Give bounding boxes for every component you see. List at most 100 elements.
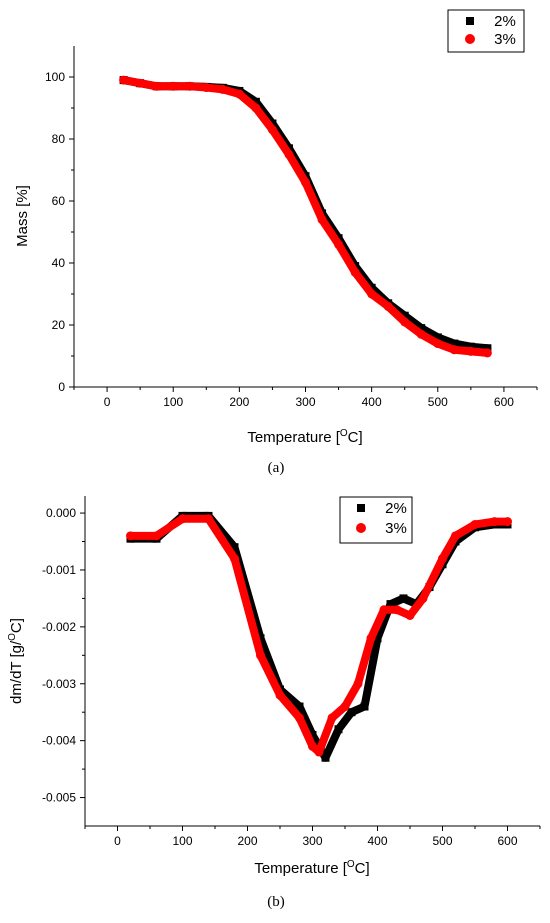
- y-tick-label: 0.000: [46, 506, 76, 520]
- data-point-2%: [230, 543, 239, 552]
- x-tick-label: 600: [494, 395, 514, 409]
- data-point-3%: [438, 554, 447, 564]
- data-point-3%: [400, 317, 410, 327]
- x-tick-label: 100: [172, 834, 192, 848]
- data-point-3%: [327, 713, 337, 723]
- x-tick-label: 600: [497, 834, 517, 848]
- data-point-3%: [392, 605, 402, 615]
- data-point-3%: [119, 75, 129, 85]
- data-point-2%: [373, 634, 382, 643]
- data-point-3%: [295, 713, 304, 723]
- legend-label-2%: 2%: [385, 500, 407, 517]
- data-point-3%: [275, 690, 285, 700]
- data-point-3%: [366, 633, 376, 643]
- data-point-2%: [483, 344, 492, 353]
- data-point-3%: [334, 239, 344, 249]
- legend-marker-2%: [357, 504, 365, 512]
- data-point-2%: [334, 725, 343, 734]
- data-point-3%: [301, 177, 310, 187]
- y-tick-label: -0.005: [42, 791, 76, 805]
- data-point-3%: [405, 610, 415, 620]
- legend-label-3%: 3%: [494, 31, 516, 48]
- data-point-3%: [418, 593, 428, 603]
- data-point-2%: [433, 333, 442, 342]
- data-point-3%: [230, 554, 239, 564]
- y-tick-label: 0: [58, 380, 65, 394]
- panel-label: (b): [267, 894, 285, 910]
- legend-marker-2%: [466, 17, 474, 25]
- legend-box: [447, 9, 525, 53]
- legend-box: [339, 496, 413, 544]
- data-point-3%: [178, 514, 187, 524]
- panel-label: (a): [268, 460, 285, 476]
- x-tick-label: 100: [163, 395, 183, 409]
- data-point-3%: [353, 679, 363, 689]
- y-tick-label: -0.004: [42, 734, 76, 748]
- data-point-2%: [466, 342, 475, 351]
- y-tick-label: 20: [52, 318, 66, 332]
- data-point-2%: [400, 311, 409, 320]
- data-point-3%: [490, 517, 499, 527]
- data-point-3%: [317, 215, 327, 225]
- legend-label-2%: 2%: [494, 13, 516, 30]
- x-tick-label: 500: [428, 395, 448, 409]
- data-point-3%: [234, 89, 244, 99]
- data-point-3%: [416, 329, 426, 339]
- legend-marker-3%: [465, 34, 475, 44]
- data-point-3%: [308, 741, 317, 751]
- data-point-3%: [470, 519, 480, 529]
- data-point-3%: [340, 702, 350, 712]
- data-point-2%: [360, 702, 369, 711]
- y-tick-label: 60: [52, 194, 66, 208]
- x-tick-label: 0: [114, 834, 121, 848]
- x-tick-label: 400: [367, 834, 387, 848]
- series-band-3%: [119, 76, 492, 357]
- legend-label-3%: 3%: [385, 520, 407, 537]
- y-tick-label: -0.003: [42, 677, 76, 691]
- x-tick-label: 400: [362, 395, 382, 409]
- x-axis-title: Temperature [OC]: [247, 428, 362, 446]
- data-point-2%: [347, 708, 356, 717]
- data-point-2%: [399, 594, 408, 603]
- series-band-2%: [126, 511, 512, 762]
- data-point-3%: [267, 125, 277, 135]
- data-point-2%: [295, 702, 304, 711]
- data-point-3%: [482, 348, 492, 358]
- data-point-3%: [449, 345, 459, 355]
- y-axis-title: Mass [%]: [14, 185, 31, 247]
- data-point-3%: [284, 150, 294, 159]
- data-point-3%: [126, 531, 135, 541]
- data-point-3%: [314, 747, 324, 757]
- x-tick-label: 300: [302, 834, 322, 848]
- data-point-2%: [256, 634, 265, 643]
- data-point-3%: [204, 514, 213, 524]
- data-point-3%: [152, 81, 162, 91]
- panel-a: 0 100 200 300 400 500 600 0 20 40 60 80 100 Temperatu…: [14, 9, 538, 476]
- x-tick-label: 500: [432, 834, 452, 848]
- data-point-3%: [152, 531, 161, 541]
- data-point-3%: [451, 531, 460, 541]
- y-tick-label: -0.001: [42, 563, 76, 577]
- y-axis-title: dm/dT [g/OC]: [7, 618, 25, 704]
- data-point-2%: [450, 339, 459, 348]
- y-tick-label: -0.002: [42, 620, 76, 634]
- data-point-2%: [308, 730, 317, 739]
- data-point-2%: [417, 324, 426, 333]
- data-point-2%: [386, 600, 395, 609]
- legend-marker-3%: [356, 523, 366, 533]
- x-tick-label: 200: [237, 834, 257, 848]
- data-point-3%: [201, 83, 211, 93]
- y-tick-label: 100: [45, 70, 65, 84]
- data-point-3%: [251, 103, 261, 113]
- y-tick-label: 80: [52, 132, 66, 146]
- data-point-3%: [350, 267, 360, 277]
- x-tick-label: 0: [104, 395, 111, 409]
- data-point-3%: [135, 78, 145, 88]
- y-tick-label: 40: [52, 256, 66, 270]
- x-axis-title: Temperature [OC]: [254, 859, 369, 877]
- data-point-3%: [168, 81, 178, 91]
- panel-b: 0 100 200 300 400 500 600 0.000 -0.001 -0.002 -0.0…: [7, 496, 541, 910]
- data-point-3%: [503, 517, 512, 527]
- data-point-3%: [218, 84, 228, 94]
